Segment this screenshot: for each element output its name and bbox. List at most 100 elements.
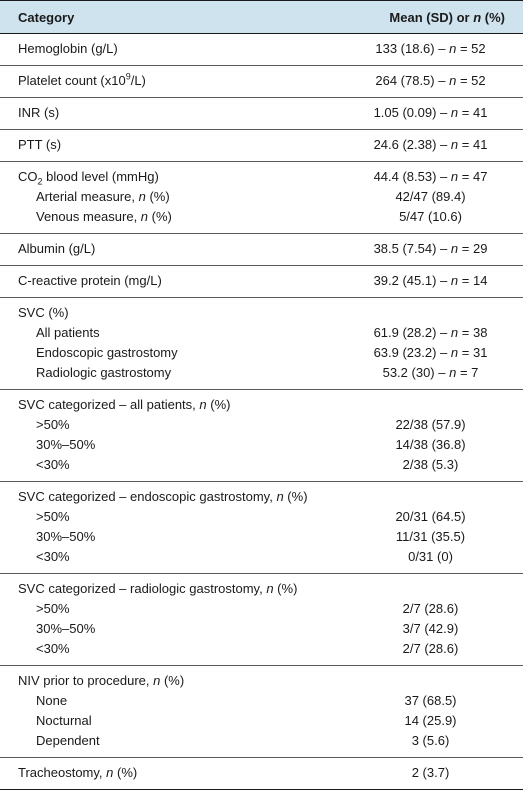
row-value: 2/7 (28.6) — [402, 601, 459, 616]
group-niv-prior: NIV prior to procedure, n (%) None 37 (6… — [0, 666, 523, 758]
table-row: 30%–50% 3/7 (42.9) — [0, 619, 523, 639]
row-label: Platelet count (x109/L) — [0, 65, 338, 98]
row-value: 61.9 (28.2) – n = 38 — [373, 325, 488, 340]
group-svc-categorized-endoscopic: SVC categorized – endoscopic gastrostomy… — [0, 482, 523, 574]
group-svc-categorized-all: SVC categorized – all patients, n (%) >5… — [0, 390, 523, 482]
table-row: Platelet count (x109/L) 264 (78.5) – n =… — [0, 65, 523, 98]
group-tracheostomy: Tracheostomy, n (%) 2 (3.7) — [0, 757, 523, 790]
group-platelet-count: Platelet count (x109/L) 264 (78.5) – n =… — [0, 65, 523, 98]
row-value: 2/38 (5.3) — [338, 455, 523, 482]
table-row: SVC (%) — [0, 298, 523, 324]
row-label: <30% — [0, 639, 338, 666]
row-label: Hemoglobin (g/L) — [0, 33, 338, 66]
row-value: 1.05 (0.09) – n = 41 — [338, 97, 523, 130]
row-value: 11/31 (35.5) — [395, 529, 466, 544]
table-row: Radiologic gastrostomy 53.2 (30) – n = 7 — [0, 363, 523, 390]
row-label: 30%–50% — [36, 621, 96, 636]
table-row: Tracheostomy, n (%) 2 (3.7) — [0, 757, 523, 790]
row-label: <30% — [0, 547, 338, 574]
table-row: <30% 0/31 (0) — [0, 547, 523, 574]
row-value: 53.2 (30) – n = 7 — [338, 363, 523, 390]
table-row: SVC categorized – all patients, n (%) — [0, 390, 523, 416]
row-label: None — [36, 693, 68, 708]
row-label: Albumin (g/L) — [0, 233, 338, 266]
row-value: 14/38 (36.8) — [395, 437, 466, 452]
row-value: 39.2 (45.1) – n = 14 — [338, 265, 523, 298]
row-label: SVC (%) — [18, 305, 69, 320]
row-label: All patients — [36, 325, 100, 340]
row-label: PTT (s) — [0, 129, 338, 162]
row-label: NIV prior to procedure, n (%) — [18, 673, 185, 688]
table-row: SVC categorized – endoscopic gastrostomy… — [0, 482, 523, 508]
row-value: 264 (78.5) – n = 52 — [338, 65, 523, 98]
row-label: SVC categorized – radiologic gastrostomy… — [18, 581, 298, 596]
row-label: SVC categorized – endoscopic gastrostomy… — [18, 489, 308, 504]
table-row: Arterial measure, n (%) 42/47 (89.4) — [0, 187, 523, 207]
row-label: Nocturnal — [36, 713, 92, 728]
row-label: SVC categorized – all patients, n (%) — [18, 397, 231, 412]
table-row: PTT (s) 24.6 (2.38) – n = 41 — [0, 129, 523, 162]
table-row: 30%–50% 11/31 (35.5) — [0, 527, 523, 547]
group-co2-blood-level: CO2 blood level (mmHg) 44.4 (8.53) – n =… — [0, 162, 523, 234]
row-label: C-reactive protein (mg/L) — [0, 265, 338, 298]
row-label: Radiologic gastrostomy — [0, 363, 338, 390]
table-row: Hemoglobin (g/L) 133 (18.6) – n = 52 — [0, 33, 523, 66]
table-row: <30% 2/7 (28.6) — [0, 639, 523, 666]
row-value: 2/7 (28.6) — [338, 639, 523, 666]
row-value: 42/47 (89.4) — [395, 189, 466, 204]
row-label: CO2 blood level (mmHg) — [18, 169, 159, 187]
table-row: INR (s) 1.05 (0.09) – n = 41 — [0, 97, 523, 130]
row-value: 2 (3.7) — [338, 757, 523, 790]
row-value: 3 (5.6) — [338, 731, 523, 758]
row-value: 24.6 (2.38) – n = 41 — [338, 129, 523, 162]
table-row: <30% 2/38 (5.3) — [0, 455, 523, 482]
row-label: Venous measure, n (%) — [0, 207, 338, 234]
row-label: Arterial measure, n (%) — [36, 189, 170, 204]
group-albumin: Albumin (g/L) 38.5 (7.54) – n = 29 — [0, 233, 523, 266]
table-row: Dependent 3 (5.6) — [0, 731, 523, 758]
row-value: 63.9 (23.2) – n = 31 — [373, 345, 488, 360]
row-value: 133 (18.6) – n = 52 — [338, 33, 523, 66]
group-hemoglobin: Hemoglobin (g/L) 133 (18.6) – n = 52 — [0, 33, 523, 66]
table-row: Albumin (g/L) 38.5 (7.54) – n = 29 — [0, 233, 523, 266]
group-inr: INR (s) 1.05 (0.09) – n = 41 — [0, 97, 523, 130]
row-label: >50% — [36, 509, 70, 524]
group-c-reactive-protein: C-reactive protein (mg/L) 39.2 (45.1) – … — [0, 265, 523, 298]
table-row: >50% 22/38 (57.9) — [0, 415, 523, 435]
table-row: Nocturnal 14 (25.9) — [0, 711, 523, 731]
row-value: 37 (68.5) — [404, 693, 457, 708]
row-value: 38.5 (7.54) – n = 29 — [338, 233, 523, 266]
table-row: SVC categorized – radiologic gastrostomy… — [0, 574, 523, 600]
table-row: NIV prior to procedure, n (%) — [0, 666, 523, 692]
row-label: Dependent — [0, 731, 338, 758]
header-mean-sd: Mean (SD) or n (%) — [338, 0, 523, 34]
table-row: C-reactive protein (mg/L) 39.2 (45.1) – … — [0, 265, 523, 298]
row-value: 22/38 (57.9) — [395, 417, 466, 432]
table-row: >50% 20/31 (64.5) — [0, 507, 523, 527]
table-row: Endoscopic gastrostomy 63.9 (23.2) – n =… — [0, 343, 523, 363]
row-label: >50% — [36, 601, 70, 616]
row-value: 14 (25.9) — [404, 713, 457, 728]
table-row: 30%–50% 14/38 (36.8) — [0, 435, 523, 455]
row-value: 5/47 (10.6) — [338, 207, 523, 234]
row-label: 30%–50% — [36, 437, 96, 452]
table-row: Venous measure, n (%) 5/47 (10.6) — [0, 207, 523, 234]
row-value: 44.4 (8.53) – n = 47 — [373, 169, 488, 184]
row-value: 20/31 (64.5) — [395, 509, 466, 524]
table-row: None 37 (68.5) — [0, 691, 523, 711]
table-row: CO2 blood level (mmHg) 44.4 (8.53) – n =… — [0, 162, 523, 188]
group-ptt: PTT (s) 24.6 (2.38) – n = 41 — [0, 129, 523, 162]
row-value: 3/7 (42.9) — [402, 621, 459, 636]
table-row: >50% 2/7 (28.6) — [0, 599, 523, 619]
table-row: All patients 61.9 (28.2) – n = 38 — [0, 323, 523, 343]
header-category: Category — [0, 0, 338, 34]
row-label: <30% — [0, 455, 338, 482]
row-label: 30%–50% — [36, 529, 96, 544]
table-header-row: Category Mean (SD) or n (%) — [0, 0, 523, 34]
row-label: INR (s) — [0, 97, 338, 130]
row-value: 0/31 (0) — [338, 547, 523, 574]
group-svc: SVC (%) All patients 61.9 (28.2) – n = 3… — [0, 298, 523, 390]
row-value — [338, 298, 523, 324]
row-label: >50% — [36, 417, 70, 432]
